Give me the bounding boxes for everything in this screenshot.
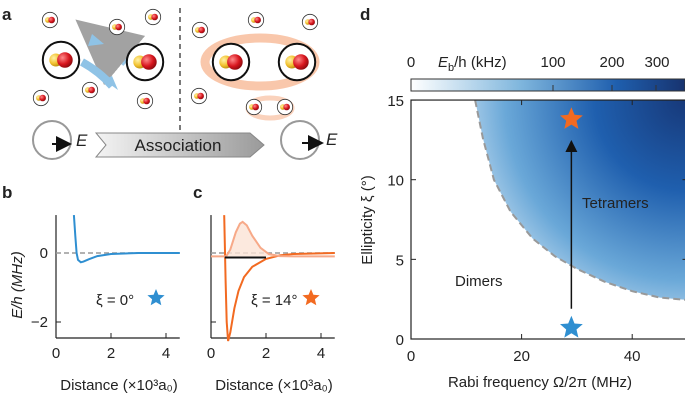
colorbar	[410, 78, 685, 92]
molecule-icon	[247, 11, 265, 29]
x-tick-label: 0	[207, 345, 215, 362]
panel-label-c: c	[193, 183, 202, 202]
colorbar-tick-label: 200	[599, 54, 624, 71]
colorbar-tick-label: 100	[540, 54, 565, 71]
region-label-tetramers: Tetramers	[582, 195, 649, 212]
atom-red	[293, 54, 309, 70]
molecule-icon	[125, 42, 165, 82]
panel-b-plot: 0 2 40−2ξ = 0°Distance (×10³a₀)E/h (MHz)	[9, 215, 180, 394]
molecule-icon	[301, 13, 319, 31]
phase-boundary-line	[474, 99, 685, 301]
molecule-icon	[108, 18, 126, 36]
atom-red	[57, 52, 73, 68]
tetramer-region-heatmap	[475, 100, 685, 300]
field-rotation-icon	[32, 120, 72, 160]
xi-annotation: ξ = 0°	[96, 292, 134, 309]
atom-red	[227, 54, 243, 70]
colorbar-tick-label: 300	[644, 54, 669, 71]
colorbar-label-main: E	[438, 54, 449, 71]
field-label-left: E	[76, 131, 88, 150]
y-tick-label: −2	[31, 314, 48, 331]
star-marker-icon	[560, 315, 583, 338]
field-rotation-icon	[280, 120, 320, 160]
colorbar-label-rest: /h (kHz)	[454, 54, 507, 71]
colorbar-tick-label: 0	[407, 54, 415, 71]
molecule-icon	[32, 89, 50, 107]
x-tick-label: 20	[513, 348, 530, 365]
x-tick-label: 0	[407, 348, 415, 365]
association-label: Association	[135, 136, 222, 155]
panel-d-plot: 0 Eb/h (kHz) 100 200 300 0 20 40 0 5 10 15 Dime…	[359, 54, 685, 391]
xi-annotation: ξ = 14°	[251, 292, 298, 309]
atom-red	[88, 86, 95, 94]
panel-a-schematic: E E Association	[32, 8, 338, 160]
molecule-icon	[144, 8, 162, 26]
plot-frame	[410, 99, 685, 340]
molecule-icon	[191, 21, 209, 39]
exchange-arrowhead-icon	[104, 76, 118, 90]
x-tick-label: 2	[262, 345, 270, 362]
y-tick-label: 0	[396, 332, 404, 349]
molecule-icon	[190, 87, 208, 105]
field-label-right: E	[326, 130, 338, 149]
atom-red	[48, 16, 55, 24]
x-tick-label: 4	[162, 345, 170, 362]
y-tick-label: 5	[396, 252, 404, 269]
atom-red	[39, 94, 46, 102]
atom-red	[151, 13, 158, 21]
molecule-icon	[41, 40, 81, 80]
potential-curve	[72, 215, 180, 264]
atom-red	[197, 92, 204, 100]
panel-label-a: a	[2, 5, 12, 24]
exchange-arrow-icon	[75, 19, 146, 86]
panel-label-d: d	[360, 5, 370, 24]
x-axis-label: Distance (×10³a₀)	[215, 377, 333, 394]
y-axis-label: E/h (MHz)	[9, 251, 26, 319]
molecule-icon	[41, 11, 59, 29]
potential-curve	[211, 220, 335, 258]
star-marker-icon	[560, 107, 583, 129]
atom-red	[252, 103, 259, 111]
molecule-icon	[276, 98, 294, 116]
x-axis-label: Distance (×10³a₀)	[60, 377, 178, 394]
y-tick-label: 10	[387, 173, 404, 190]
molecule-icon	[277, 42, 317, 82]
star-marker-icon	[147, 289, 165, 306]
wavefunction-fill	[211, 221, 335, 257]
molecule-icon	[245, 98, 263, 116]
molecule-icon	[136, 92, 154, 110]
x-axis-label: Rabi frequency Ω/2π (MHz)	[448, 374, 632, 391]
x-tick-label: 40	[624, 348, 641, 365]
atom-red	[141, 54, 157, 70]
molecule-icon	[81, 81, 99, 99]
atom-red	[115, 23, 122, 31]
atom-red	[143, 97, 150, 105]
region-label-dimers: Dimers	[455, 273, 503, 290]
colorbar-label-sub: b	[448, 62, 454, 74]
y-tick-label: 0	[40, 245, 48, 262]
x-tick-label: 2	[107, 345, 115, 362]
molecule-icon	[211, 42, 251, 82]
y-tick-label: 15	[387, 93, 404, 110]
atom-red	[308, 18, 315, 26]
atom-red	[198, 26, 205, 34]
panel-c-plot: 0 2 4 ξ = 14° Distance (×10³a₀)	[207, 215, 335, 394]
atom-red	[254, 16, 261, 24]
panel-label-b: b	[2, 183, 12, 202]
x-tick-label: 4	[317, 345, 325, 362]
x-tick-label: 0	[52, 345, 60, 362]
y-axis-label: Ellipticity ξ (°)	[359, 175, 376, 264]
atom-red	[283, 103, 290, 111]
star-marker-icon	[302, 289, 320, 306]
association-arrow	[94, 132, 265, 158]
exchange-arrowhead-icon	[88, 34, 104, 46]
colorbar-label: Eb/h (kHz)	[438, 54, 507, 74]
